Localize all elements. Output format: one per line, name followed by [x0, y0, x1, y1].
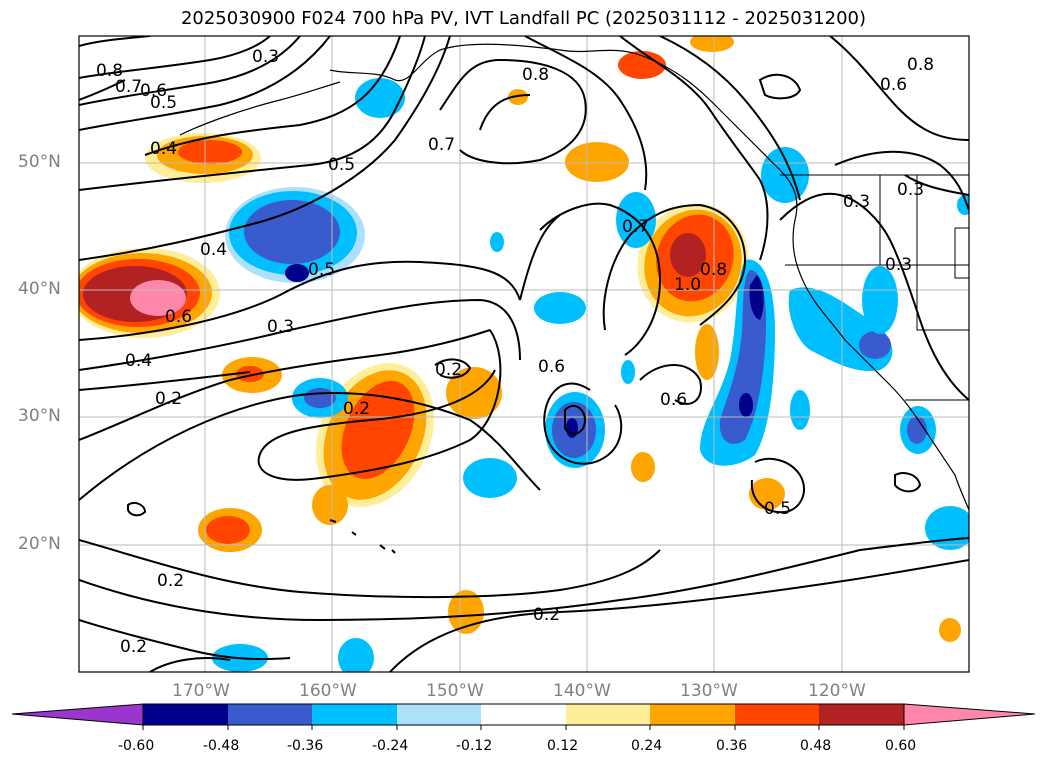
contour-label: 0.7 — [115, 77, 142, 97]
contour-label: 0.2 — [533, 605, 560, 625]
lat-label: 50°N — [18, 152, 61, 172]
contour-label: 0.8 — [700, 260, 727, 280]
contour-label: 0.8 — [96, 61, 123, 81]
coastlines — [179, 43, 969, 554]
lon-label: 160°W — [299, 681, 357, 701]
contour-label: 0.4 — [200, 240, 227, 260]
map-title: 2025030900 F024 700 hPa PV, IVT Landfall… — [180, 8, 867, 29]
contour-label: 0.5 — [764, 499, 791, 519]
lon-label: 170°W — [172, 681, 230, 701]
contour-label: 0.6 — [660, 390, 687, 410]
contour-label: 0.3 — [843, 192, 870, 212]
contour-label: 0.2 — [435, 360, 462, 380]
contour-label: 0.3 — [897, 180, 924, 200]
lon-label: 120°W — [808, 681, 866, 701]
colorbar-tick-label: -0.48 — [203, 738, 240, 754]
contour-label: 0.5 — [328, 155, 355, 175]
contour-label: 0.5 — [308, 260, 335, 280]
contour-label: 0.8 — [907, 55, 934, 75]
colorbar-tick-label: 0.48 — [800, 738, 832, 754]
colorbar-tick-label: 0.36 — [716, 738, 748, 754]
contour-label: 0.7 — [428, 135, 455, 155]
colorbar-tick-label: -0.36 — [287, 738, 324, 754]
colorbar-tick-label: -0.60 — [118, 738, 155, 754]
colorbar-tick-label: 0.24 — [631, 738, 663, 754]
contour-label: 0.3 — [267, 317, 294, 337]
lat-label: 40°N — [18, 279, 61, 299]
lon-label: 140°W — [553, 681, 611, 701]
filled-anomalies — [79, 36, 969, 672]
contour-label: 0.8 — [522, 65, 549, 85]
contour-label: 0.7 — [622, 217, 649, 237]
lat-label: 20°N — [18, 534, 61, 554]
contour-label: 0.2 — [343, 399, 370, 419]
contour-label: 0.6 — [538, 357, 565, 377]
contour-label: 0.5 — [150, 93, 177, 113]
lon-label: 150°W — [426, 681, 484, 701]
plot-frame — [78, 35, 970, 673]
gridlines — [79, 36, 969, 672]
colorbar-tick-label: 0.12 — [547, 738, 579, 754]
lat-label: 30°N — [18, 406, 61, 426]
contour-label: 0.6 — [880, 75, 907, 95]
contour-label: 0.4 — [150, 139, 177, 159]
contour-label: 1.0 — [674, 275, 701, 295]
contour-label-group: 0.8 0.7 0.6 0.5 0.4 0.3 0.8 0.7 0.5 0.4 … — [96, 47, 934, 657]
colorbar-tick-label: -0.12 — [456, 738, 493, 754]
contour-label: 0.3 — [885, 255, 912, 275]
contour-label: 0.2 — [157, 571, 184, 591]
lon-label: 130°W — [680, 681, 738, 701]
colorbar — [11, 703, 1036, 730]
contour-label: 0.2 — [155, 389, 182, 409]
contour-label: 0.3 — [252, 47, 279, 67]
contour-label: 0.4 — [125, 351, 152, 371]
contour-lines — [79, 36, 969, 672]
contour-label: 0.6 — [165, 307, 192, 327]
colorbar-tick-label: 0.60 — [885, 738, 917, 754]
contour-label: 0.2 — [120, 637, 147, 657]
contour-label: 0.6 — [140, 81, 167, 101]
colorbar-tick-label: -0.24 — [372, 738, 409, 754]
